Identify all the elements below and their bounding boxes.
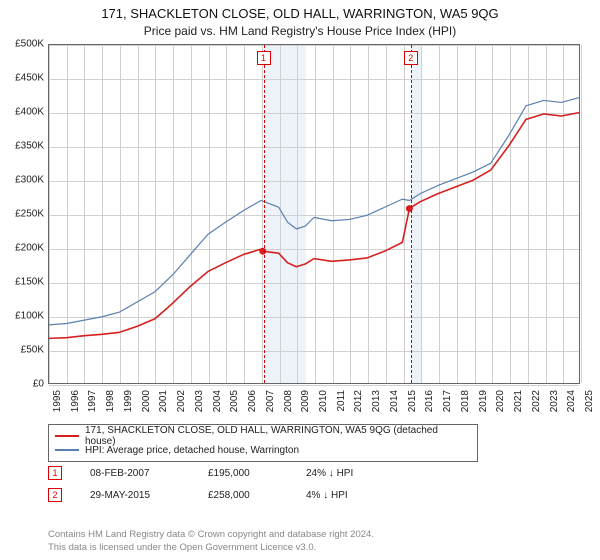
y-tick-label: £0 xyxy=(33,379,44,390)
x-tick-label: 2015 xyxy=(407,390,418,412)
plot-area: 12 xyxy=(48,44,580,384)
y-tick-label: £200K xyxy=(15,243,44,254)
y-tick-label: £150K xyxy=(15,277,44,288)
transactions-table: 1 08-FEB-2007 £195,000 24% ↓ HPI 2 29-MAY-201… xyxy=(48,462,548,506)
y-tick-label: £400K xyxy=(15,107,44,118)
x-tick-label: 2023 xyxy=(549,390,560,412)
footer-line-1: Contains HM Land Registry data © Crown c… xyxy=(48,529,374,541)
footer-line-2: This data is licensed under the Open Gov… xyxy=(48,542,374,554)
x-tick-label: 2016 xyxy=(424,390,435,412)
x-tick-label: 2000 xyxy=(141,390,152,412)
chart-title: 171, SHACKLETON CLOSE, OLD HALL, WARRING… xyxy=(0,0,600,21)
x-tick-label: 2024 xyxy=(566,390,577,412)
x-tick-label: 2005 xyxy=(229,390,240,412)
chart-container: 171, SHACKLETON CLOSE, OLD HALL, WARRING… xyxy=(0,0,600,560)
transaction-hpi-diff: 24% ↓ HPI xyxy=(306,468,396,479)
transaction-marker: 1 xyxy=(48,466,62,480)
x-tick-label: 1997 xyxy=(87,390,98,412)
legend-swatch xyxy=(55,435,79,437)
y-tick-label: £50K xyxy=(21,345,44,356)
x-tick-label: 1996 xyxy=(70,390,81,412)
x-tick-label: 1999 xyxy=(123,390,134,412)
transaction-date: 08-FEB-2007 xyxy=(90,468,180,479)
legend-swatch xyxy=(55,449,79,451)
x-tick-label: 2017 xyxy=(442,390,453,412)
x-tick-label: 2006 xyxy=(247,390,258,412)
chart-subtitle: Price paid vs. HM Land Registry's House … xyxy=(0,21,600,42)
x-tick-label: 2021 xyxy=(513,390,524,412)
vline-marker: 2 xyxy=(404,51,418,65)
x-tick-label: 2007 xyxy=(265,390,276,412)
sale-marker-dot xyxy=(406,205,413,212)
x-tick-label: 2013 xyxy=(371,390,382,412)
x-tick-label: 2011 xyxy=(336,390,347,412)
x-tick-label: 2001 xyxy=(158,390,169,412)
x-axis: 1995 1996 1997 1998 1999 2000 2001 2002 2003 2004… xyxy=(48,388,580,422)
transaction-row: 2 29-MAY-2015 £258,000 4% ↓ HPI xyxy=(48,484,548,506)
x-tick-label: 2002 xyxy=(176,390,187,412)
x-tick-label: 2022 xyxy=(531,390,542,412)
y-tick-label: £450K xyxy=(15,73,44,84)
transaction-price: £195,000 xyxy=(208,468,278,479)
x-tick-label: 1998 xyxy=(105,390,116,412)
x-tick-label: 2019 xyxy=(478,390,489,412)
transaction-price: £258,000 xyxy=(208,490,278,501)
y-tick-label: £500K xyxy=(15,39,44,50)
x-tick-label: 2009 xyxy=(300,390,311,412)
y-axis: £0£50K£100K£150K£200K£250K£300K£350K£400… xyxy=(0,44,46,384)
x-tick-label: 1995 xyxy=(52,390,63,412)
transaction-marker: 2 xyxy=(48,488,62,502)
x-tick-label: 2018 xyxy=(460,390,471,412)
transaction-date: 29-MAY-2015 xyxy=(90,490,180,501)
x-tick-label: 2012 xyxy=(353,390,364,412)
y-tick-label: £100K xyxy=(15,311,44,322)
y-tick-label: £350K xyxy=(15,141,44,152)
x-tick-label: 2004 xyxy=(212,390,223,412)
legend-label: HPI: Average price, detached house, Warr… xyxy=(85,445,299,456)
transaction-hpi-diff: 4% ↓ HPI xyxy=(306,490,396,501)
y-tick-label: £300K xyxy=(15,175,44,186)
series-line xyxy=(49,98,579,325)
x-tick-label: 2014 xyxy=(389,390,400,412)
vline-marker: 1 xyxy=(257,51,271,65)
transaction-row: 1 08-FEB-2007 £195,000 24% ↓ HPI xyxy=(48,462,548,484)
legend: 171, SHACKLETON CLOSE, OLD HALL, WARRING… xyxy=(48,424,478,462)
footer-attribution: Contains HM Land Registry data © Crown c… xyxy=(48,529,374,554)
x-tick-label: 2025 xyxy=(584,390,595,412)
x-tick-label: 2010 xyxy=(318,390,329,412)
x-tick-label: 2008 xyxy=(283,390,294,412)
x-tick-label: 2020 xyxy=(495,390,506,412)
legend-item: 171, SHACKLETON CLOSE, OLD HALL, WARRING… xyxy=(55,429,471,443)
y-tick-label: £250K xyxy=(15,209,44,220)
x-tick-label: 2003 xyxy=(194,390,205,412)
chart-svg xyxy=(49,45,579,383)
series-line xyxy=(49,113,579,339)
